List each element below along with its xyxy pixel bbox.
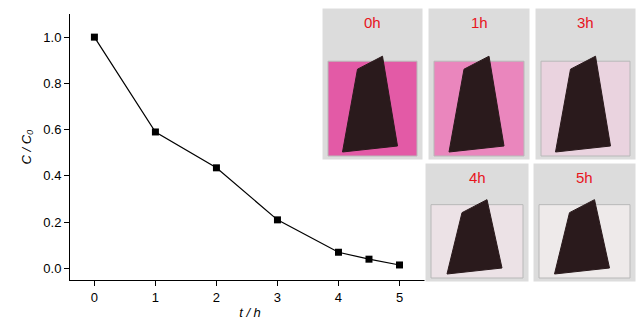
svg-text:1: 1 [152,290,159,305]
svg-text:2: 2 [213,290,220,305]
svg-text:5: 5 [396,290,403,305]
svg-text:0.8: 0.8 [43,76,61,91]
svg-text:0h: 0h [364,14,381,31]
svg-text:C / C₀: C / C₀ [19,129,34,165]
svg-text:1.0: 1.0 [43,30,61,45]
svg-text:0: 0 [91,290,98,305]
svg-text:4h: 4h [469,169,486,186]
svg-text:t / h: t / h [239,305,261,320]
svg-text:3h: 3h [577,14,594,31]
svg-text:0.4: 0.4 [43,168,61,183]
svg-text:1h: 1h [471,14,488,31]
svg-text:4: 4 [335,290,342,305]
svg-text:5h: 5h [576,169,593,186]
svg-text:0.0: 0.0 [43,261,61,276]
svg-text:0.2: 0.2 [43,215,61,230]
svg-text:3: 3 [274,290,281,305]
svg-text:0.6: 0.6 [43,122,61,137]
